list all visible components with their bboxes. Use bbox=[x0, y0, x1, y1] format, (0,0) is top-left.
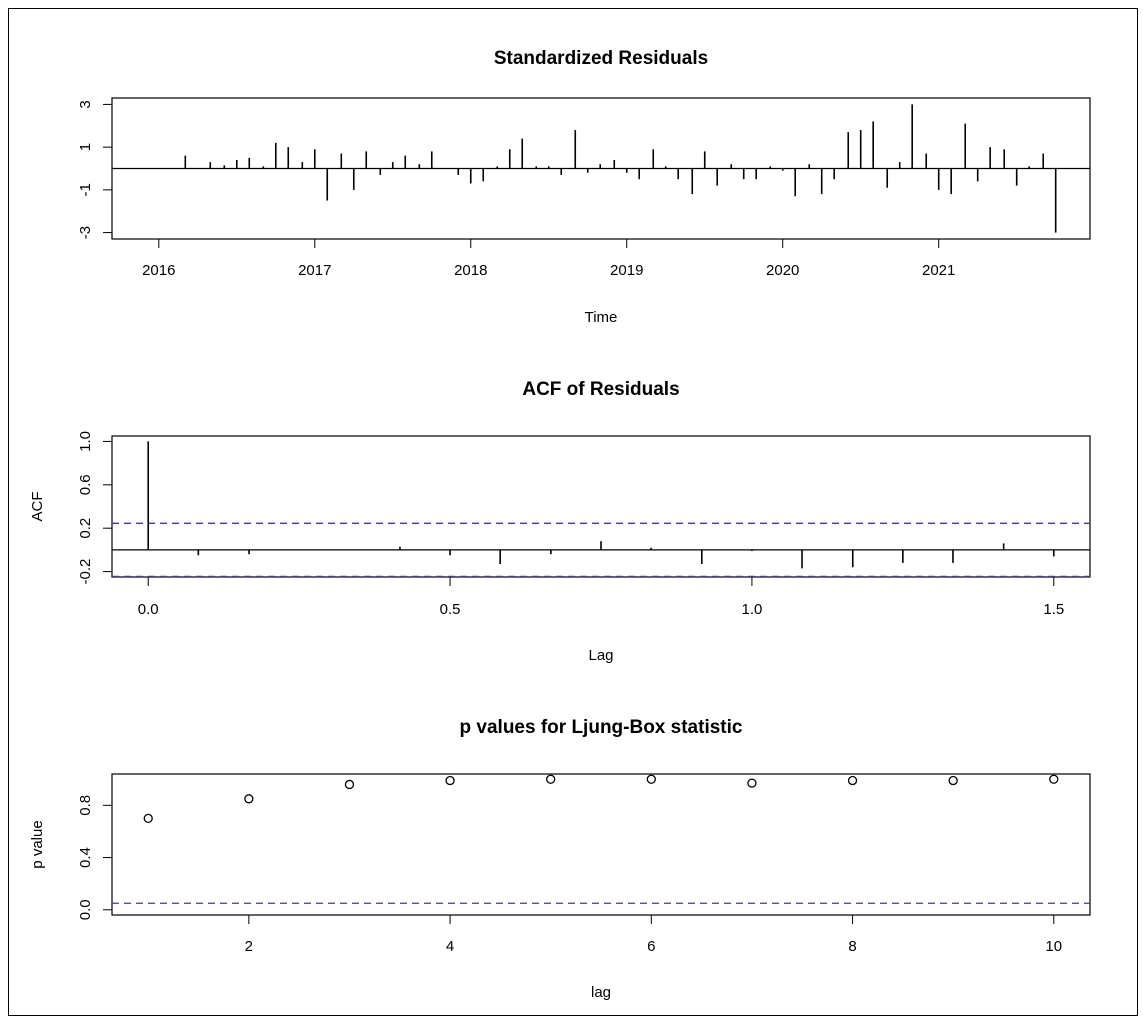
x-tick-label: 0.5 bbox=[440, 601, 461, 618]
x-axis-label: Time bbox=[585, 309, 618, 326]
y-tick-label: 0.4 bbox=[77, 847, 94, 868]
chart-title: ACF of Residuals bbox=[522, 379, 679, 400]
data-point bbox=[143, 813, 153, 824]
plot-box bbox=[111, 435, 1091, 578]
y-tick-label: -3 bbox=[77, 226, 94, 239]
x-tick-label: 2020 bbox=[766, 262, 799, 279]
data-point bbox=[847, 775, 858, 786]
chart-title: p values for Ljung-Box statistic bbox=[460, 717, 743, 738]
y-tick-label: 0.6 bbox=[77, 474, 94, 495]
x-axis-label: Lag bbox=[588, 647, 613, 664]
y-tick-label: 0.0 bbox=[77, 899, 94, 920]
x-tick-label: 2 bbox=[245, 938, 253, 955]
x-tick-label: 2021 bbox=[922, 262, 955, 279]
data-point bbox=[445, 775, 455, 786]
y-axis-label: ACF bbox=[29, 492, 46, 522]
y-tick-label: -1 bbox=[77, 183, 94, 196]
y-tick-label: 1.0 bbox=[77, 431, 94, 452]
x-tick-label: 10 bbox=[1045, 938, 1062, 955]
data-point bbox=[244, 794, 254, 804]
figure-frame bbox=[8, 8, 1138, 1016]
data-point bbox=[948, 775, 958, 786]
x-tick-label: 1.0 bbox=[741, 601, 762, 618]
data-point bbox=[646, 774, 656, 784]
y-tick-label: 0.8 bbox=[77, 795, 94, 816]
x-tick-label: 6 bbox=[647, 938, 655, 955]
x-tick-label: 2016 bbox=[142, 262, 175, 279]
x-tick-label: 2018 bbox=[454, 262, 487, 279]
x-tick-label: 8 bbox=[848, 938, 856, 955]
x-tick-label: 2017 bbox=[298, 262, 331, 279]
x-tick-label: 2019 bbox=[610, 262, 643, 279]
plot-box bbox=[111, 773, 1091, 916]
data-point bbox=[546, 774, 556, 784]
data-point bbox=[344, 779, 355, 790]
chart-title: Standardized Residuals bbox=[494, 48, 708, 69]
data-point bbox=[747, 778, 757, 788]
x-axis-label: lag bbox=[591, 984, 611, 1001]
x-tick-label: 4 bbox=[446, 938, 454, 955]
y-tick-label: 0.2 bbox=[77, 518, 94, 539]
data-point bbox=[1049, 774, 1059, 784]
y-tick-label: 3 bbox=[77, 100, 94, 108]
y-tick-label: 1 bbox=[77, 143, 94, 151]
y-tick-label: -0.2 bbox=[77, 559, 94, 585]
x-tick-label: 0.0 bbox=[138, 601, 159, 618]
panel-3: p values for Ljung-Box statistic 2 4 6 8 10 0.… bbox=[29, 717, 1091, 1001]
panel-2: ACF of Residuals 0.0 0.5 1.0 1.5 -0.2 0.2 0.6 1.… bbox=[29, 379, 1091, 664]
x-tick-label: 1.5 bbox=[1043, 601, 1064, 618]
panel-1: Standardized Residuals 2016 2017 2018 2019 20… bbox=[77, 48, 1091, 326]
y-axis-label: p value bbox=[29, 820, 46, 868]
